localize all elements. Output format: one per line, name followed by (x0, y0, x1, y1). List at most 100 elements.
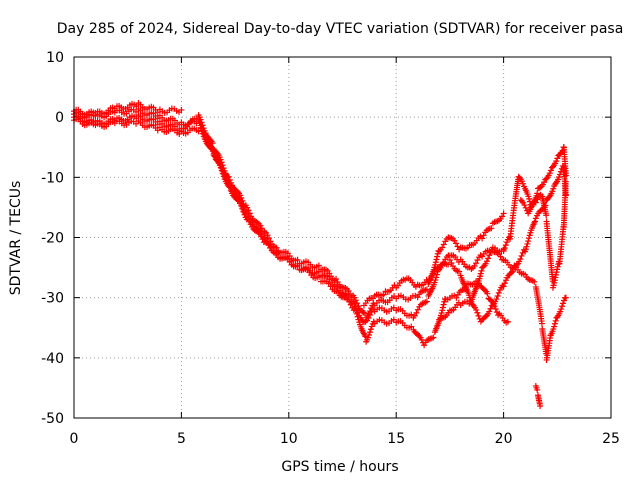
series-track-g (500, 144, 569, 291)
data-point (525, 238, 532, 245)
data-point (448, 259, 455, 266)
data-point (247, 221, 254, 228)
data-point (430, 334, 437, 341)
data-point (178, 106, 185, 113)
data-point (547, 167, 554, 174)
data-point (474, 309, 481, 316)
data-point (432, 261, 439, 268)
data-point (552, 317, 559, 324)
data-point (440, 241, 447, 248)
axis-ticks: -50 -40 -30 -20 -10 0 10 0 5 10 15 20 25 (41, 50, 620, 447)
data-point (246, 218, 253, 225)
data-point (219, 170, 226, 177)
data-point (532, 218, 539, 225)
data-point (432, 277, 439, 284)
data-point (543, 175, 550, 182)
y-tick-label: -40 (41, 351, 64, 367)
x-tick-label: 0 (70, 431, 79, 447)
data-point (366, 329, 373, 336)
data-point (252, 218, 259, 225)
data-point (418, 336, 425, 343)
data-point (495, 289, 502, 296)
y-tick-label: -50 (41, 411, 64, 427)
data-point (562, 294, 569, 301)
data-point (453, 294, 460, 301)
data-point (433, 274, 440, 281)
data-point (294, 256, 301, 263)
data-point (239, 205, 246, 212)
data-point (367, 326, 374, 333)
data-point (560, 144, 567, 151)
x-tick-label: 10 (280, 431, 298, 447)
data-point (501, 280, 508, 287)
data-point (477, 273, 484, 280)
data-point (478, 267, 485, 274)
data-point (352, 305, 359, 312)
data-point (211, 152, 218, 159)
data-point (294, 262, 301, 269)
data-point (492, 306, 499, 313)
data-point (226, 176, 233, 183)
data-point (258, 233, 265, 240)
data-point (546, 170, 553, 177)
data-point (560, 300, 567, 307)
data-point (432, 259, 439, 266)
data-point (354, 313, 361, 320)
data-point (333, 281, 340, 288)
data-point (347, 301, 354, 308)
data-point (501, 245, 508, 252)
data-point (555, 174, 562, 181)
data-point (500, 283, 507, 290)
data-point (365, 331, 372, 338)
data-point (562, 178, 569, 185)
data-point (441, 295, 448, 302)
data-point (440, 301, 447, 308)
data-point (351, 300, 358, 307)
data-point (543, 212, 550, 219)
y-axis-label: SDTVAR / TECUs (8, 181, 24, 296)
data-point (316, 273, 323, 280)
data-point (486, 308, 493, 315)
data-point (517, 255, 524, 262)
data-point (456, 268, 463, 275)
data-point (518, 252, 525, 259)
data-point (534, 386, 541, 393)
data-point (485, 255, 492, 262)
data-point (486, 252, 493, 259)
data-point (353, 308, 360, 315)
data-point (423, 286, 430, 293)
data-point (504, 318, 511, 325)
data-point (226, 184, 233, 191)
data-point (500, 248, 507, 255)
data-point (487, 297, 494, 304)
data-points (71, 100, 569, 409)
data-point (355, 316, 362, 323)
data-point (497, 253, 504, 260)
x-tick-label: 25 (602, 431, 620, 447)
data-point (551, 320, 558, 327)
data-point (333, 275, 340, 282)
data-point (423, 298, 430, 305)
data-point (521, 202, 528, 209)
data-point (522, 204, 529, 211)
series-track-c (71, 106, 507, 326)
data-point (315, 268, 322, 275)
data-point (502, 277, 509, 284)
y-tick-label: 10 (46, 50, 64, 66)
data-point (541, 179, 548, 186)
series-track-h (517, 144, 567, 217)
data-point (553, 158, 560, 165)
data-point (254, 219, 261, 226)
data-point (408, 323, 415, 330)
data-point (483, 258, 490, 265)
data-point (538, 320, 545, 327)
data-point (315, 262, 322, 269)
data-point (225, 183, 232, 190)
grid (74, 57, 611, 418)
data-point (220, 173, 227, 180)
y-tick-label: -10 (41, 170, 64, 186)
data-point (534, 190, 541, 197)
data-point (479, 235, 486, 242)
data-point (554, 155, 561, 162)
data-point (532, 215, 539, 222)
